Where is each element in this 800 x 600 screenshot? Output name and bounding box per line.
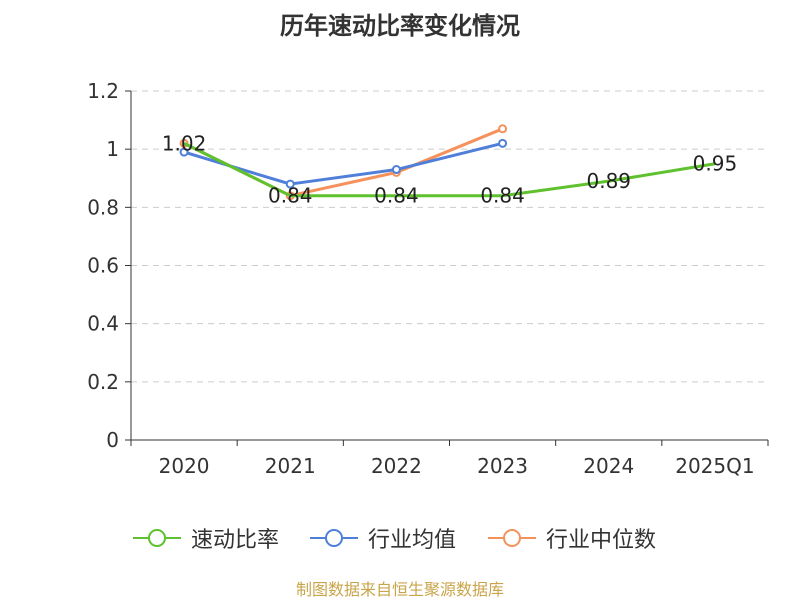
legend-industry-mean-icon [310, 529, 358, 547]
series-line-2 [183, 127, 504, 198]
data-label: 1.02 [162, 131, 207, 155]
chart-title: 历年速动比率变化情况 [280, 12, 520, 40]
legend-label-industry-mean: 行业均值 [368, 528, 457, 553]
legend-item-industry-median[interactable]: 行业中位数 [488, 520, 656, 556]
axes: 0 0.2 0.4 0.6 0.8 1 1.2 2020 2021 2022 2023 2024 202… [87, 79, 769, 478]
data-label: 0.84 [374, 184, 419, 208]
x-tick-label: 2025Q1 [675, 454, 754, 478]
data-label: 0.84 [480, 184, 525, 208]
series-2-point [498, 124, 508, 134]
data-label: 0.84 [268, 184, 313, 208]
series-1-point [285, 179, 295, 189]
data-labels-layer: 1.02 0.84 0.84 0.84 0.89 0.95 [162, 131, 737, 207]
legend-quick-ratio-icon [133, 529, 181, 547]
source-note: 制图数据来自恒生聚源数据库 [295, 580, 504, 599]
legend-industry-median-icon [488, 529, 536, 547]
x-tick-label: 2024 [583, 454, 634, 478]
series-line-0 [183, 142, 716, 198]
y-tick-label: 0.6 [87, 254, 119, 278]
legend-label-industry-median: 行业中位数 [546, 528, 657, 553]
data-label: 0.95 [693, 152, 738, 176]
data-label: 0.89 [586, 169, 631, 193]
x-tick-label: 2022 [371, 454, 422, 478]
legend-item-quick-ratio[interactable]: 速动比率 [133, 520, 279, 556]
y-tick-label: 0 [106, 428, 119, 452]
legend-item-industry-mean[interactable]: 行业均值 [310, 520, 456, 556]
y-tick-label: 0.4 [87, 312, 119, 336]
x-tick-label: 2023 [477, 454, 528, 478]
series-1-point [498, 138, 508, 148]
line-chart: 0 0.2 0.4 0.6 0.8 1 1.2 2020 2021 2022 2023 2024 202… [87, 79, 769, 478]
y-tick-label: 1 [106, 137, 119, 161]
legend-label-quick-ratio: 速动比率 [191, 528, 280, 553]
x-tick-label: 2021 [265, 454, 316, 478]
legend: 速动比率 行业均值 行业中位数 [0, 520, 800, 556]
series-1-point [391, 165, 401, 175]
y-tick-label: 0.2 [87, 370, 119, 394]
y-tick-label: 1.2 [87, 79, 119, 103]
series-layer [179, 124, 716, 201]
y-tick-label: 0.8 [87, 195, 119, 219]
x-tick-label: 2020 [159, 454, 210, 478]
series-1-point [179, 147, 189, 157]
grid-lines [131, 90, 768, 383]
